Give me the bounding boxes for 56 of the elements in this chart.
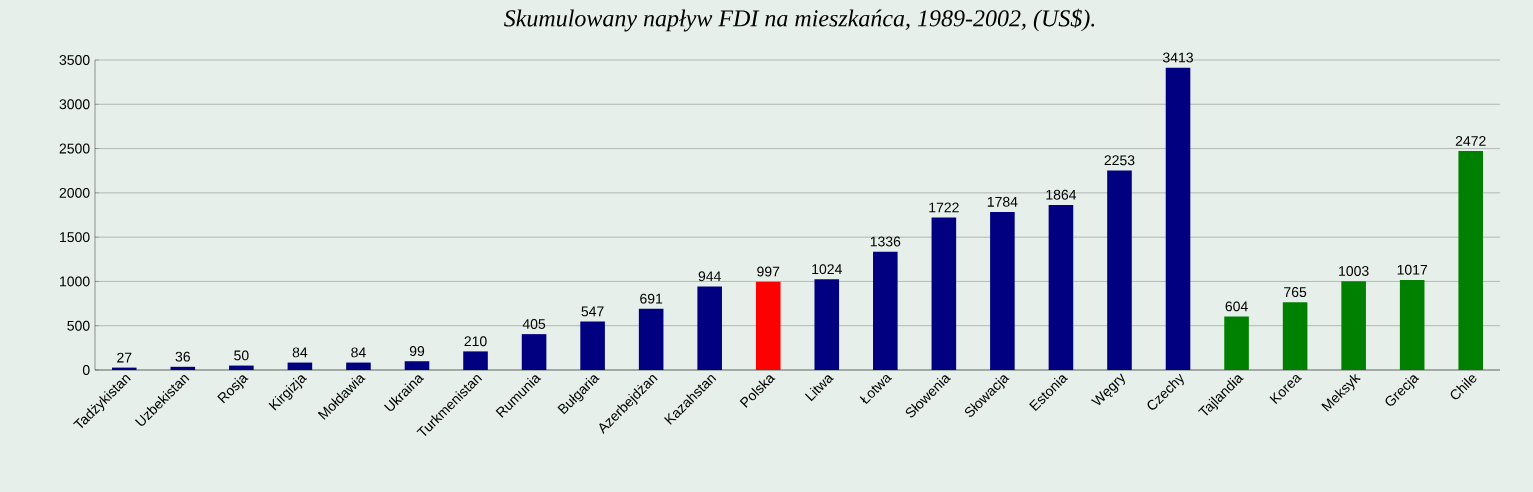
data-label: 3413 bbox=[1162, 52, 1193, 63]
bar bbox=[170, 366, 196, 370]
data-label: 50 bbox=[234, 350, 249, 361]
data-label: 547 bbox=[581, 306, 604, 317]
chart-title: Skumulowany napływ FDI na mieszkańca, 1989-2002, (US$). bbox=[504, 8, 1095, 32]
data-label: 944 bbox=[698, 271, 721, 282]
bar bbox=[1458, 151, 1484, 370]
bar bbox=[521, 334, 547, 370]
data-label: 691 bbox=[640, 293, 663, 304]
bar bbox=[1107, 170, 1132, 370]
data-label: 27 bbox=[117, 352, 132, 363]
bar bbox=[229, 365, 254, 370]
bar bbox=[873, 251, 898, 370]
bar bbox=[697, 286, 722, 370]
bar bbox=[404, 361, 430, 370]
data-label: 1024 bbox=[812, 264, 842, 275]
bar bbox=[287, 362, 313, 370]
bar bbox=[814, 279, 840, 370]
data-label: 210 bbox=[464, 336, 487, 347]
bar bbox=[638, 308, 664, 370]
data-label: 997 bbox=[757, 266, 780, 277]
data-label: 84 bbox=[292, 347, 308, 358]
bar bbox=[1399, 279, 1425, 370]
data-label: 36 bbox=[175, 351, 190, 362]
y-tick-label: 500 bbox=[67, 320, 90, 331]
y-tick-label: 2500 bbox=[59, 143, 90, 154]
bar bbox=[990, 211, 1015, 370]
bar bbox=[463, 351, 488, 370]
data-label: 2253 bbox=[1104, 155, 1135, 166]
data-label: 1864 bbox=[1046, 189, 1077, 200]
y-tick-label: 1500 bbox=[60, 232, 90, 243]
data-label: 1003 bbox=[1339, 266, 1369, 276]
bar bbox=[1048, 204, 1074, 370]
data-label: 1336 bbox=[870, 236, 901, 247]
data-label: 2472 bbox=[1455, 136, 1486, 146]
data-label: 765 bbox=[1284, 287, 1307, 298]
bar bbox=[1224, 316, 1249, 370]
data-label: 405 bbox=[522, 319, 546, 329]
data-label: 84 bbox=[351, 347, 366, 358]
data-label: 1784 bbox=[987, 196, 1018, 207]
y-tick-label: 0 bbox=[82, 365, 90, 375]
y-tick-label: 3500 bbox=[59, 55, 90, 65]
data-label: 1017 bbox=[1397, 264, 1428, 275]
y-tick-label: 1000 bbox=[60, 276, 90, 287]
data-label: 604 bbox=[1225, 301, 1248, 312]
bar bbox=[1165, 67, 1191, 370]
bar bbox=[931, 217, 957, 370]
bar bbox=[346, 362, 371, 370]
data-label: 99 bbox=[409, 346, 425, 357]
bar bbox=[580, 321, 605, 370]
data-label: 1722 bbox=[929, 202, 959, 213]
y-tick-label: 3000 bbox=[59, 99, 90, 110]
bar bbox=[1341, 281, 1366, 370]
y-tick-label: 2000 bbox=[59, 187, 90, 198]
bar bbox=[1282, 302, 1308, 370]
bar bbox=[755, 281, 781, 370]
